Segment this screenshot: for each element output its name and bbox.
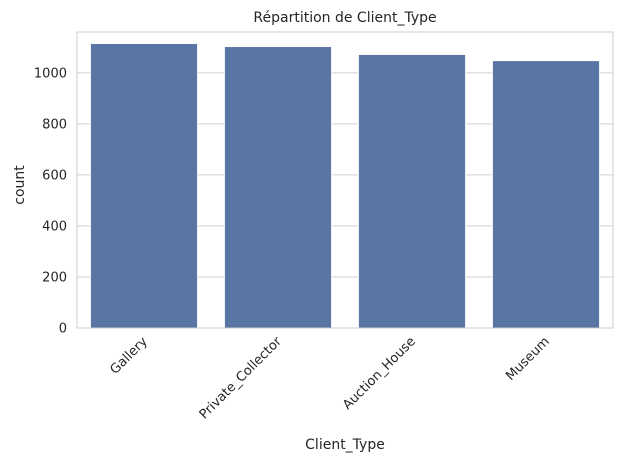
bar-private-collector <box>223 46 333 329</box>
y-tick-label: 400 <box>42 219 67 234</box>
x-tick-label: Museum <box>503 334 553 384</box>
y-tick-label: 1000 <box>34 66 67 81</box>
y-axis-label: count <box>12 165 28 205</box>
y-tick-labels: 0 200 400 600 800 1000 <box>34 66 67 336</box>
x-tick-labels: Gallery Private_Collector Auction_House Mus… <box>107 334 552 423</box>
y-tick-label: 800 <box>42 117 67 132</box>
bar-museum <box>491 60 601 329</box>
x-tick-label: Private_Collector <box>197 334 286 423</box>
y-tick-label: 0 <box>59 322 67 337</box>
bar-gallery <box>89 42 199 329</box>
x-axis-label: Client_Type <box>305 437 385 453</box>
y-tick-label: 600 <box>42 168 67 183</box>
bars <box>89 42 601 329</box>
bar-auction-house <box>357 53 467 329</box>
plot-frame <box>76 31 614 329</box>
y-tick-label: 200 <box>42 270 67 285</box>
x-tick-label: Gallery <box>107 334 151 378</box>
x-tick-label: Auction_House <box>340 334 419 413</box>
chart-title: Répartition de Client_Type <box>253 10 436 26</box>
